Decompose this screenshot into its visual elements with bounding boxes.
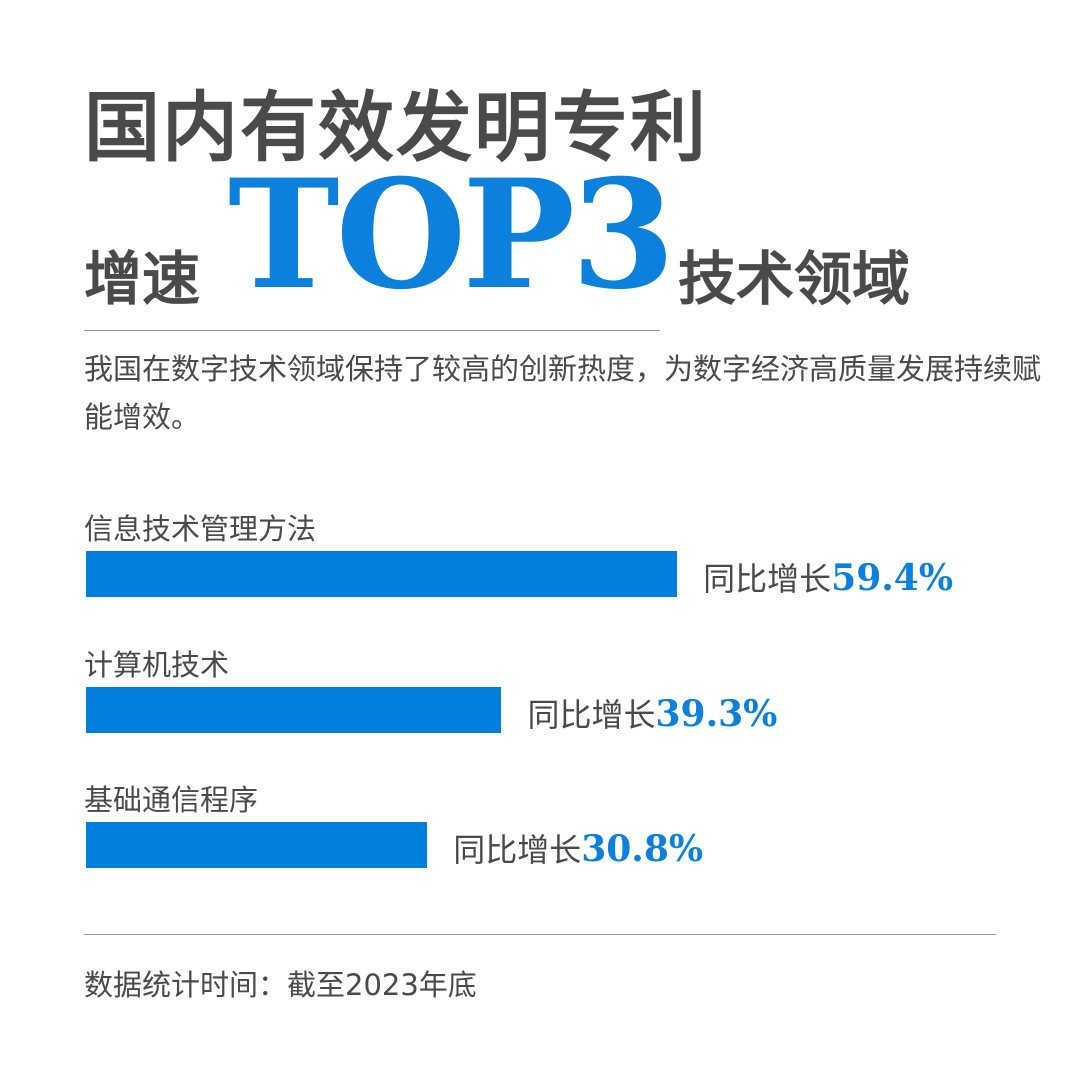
bar [86,687,502,733]
value-prefix: 同比增长 [703,560,832,598]
category-label: 信息技术管理方法 [84,512,317,546]
value-number: 59.4% [831,557,954,599]
title-line-2-left: 增速 [84,245,201,313]
title-line-2-right: 技术领域 [678,245,911,313]
title-divider [84,330,660,331]
footnote: 数据统计时间：截至2023年底 [84,968,477,1002]
value-number: 39.3% [655,693,778,735]
description: 我国在数字技术领域保持了较高的创新热度，为数字经济高质量发展持续赋能增效。 [84,352,1042,434]
value-prefix: 同比增长 [453,831,582,869]
value-number: 30.8% [581,828,704,870]
category-label: 计算机技术 [84,648,230,682]
value-label: 同比增长 39.3% [527,690,777,736]
bar [86,822,428,868]
value-label: 同比增长 59.4% [703,554,953,600]
bar [86,551,678,597]
value-prefix: 同比增长 [527,696,656,734]
footer-divider [84,934,996,935]
category-label: 基础通信程序 [84,783,259,817]
title-highlight: TOP3 [228,147,675,323]
title-line-1: 国内有效发明专利 [84,83,708,172]
value-label: 同比增长 30.8% [453,825,703,871]
